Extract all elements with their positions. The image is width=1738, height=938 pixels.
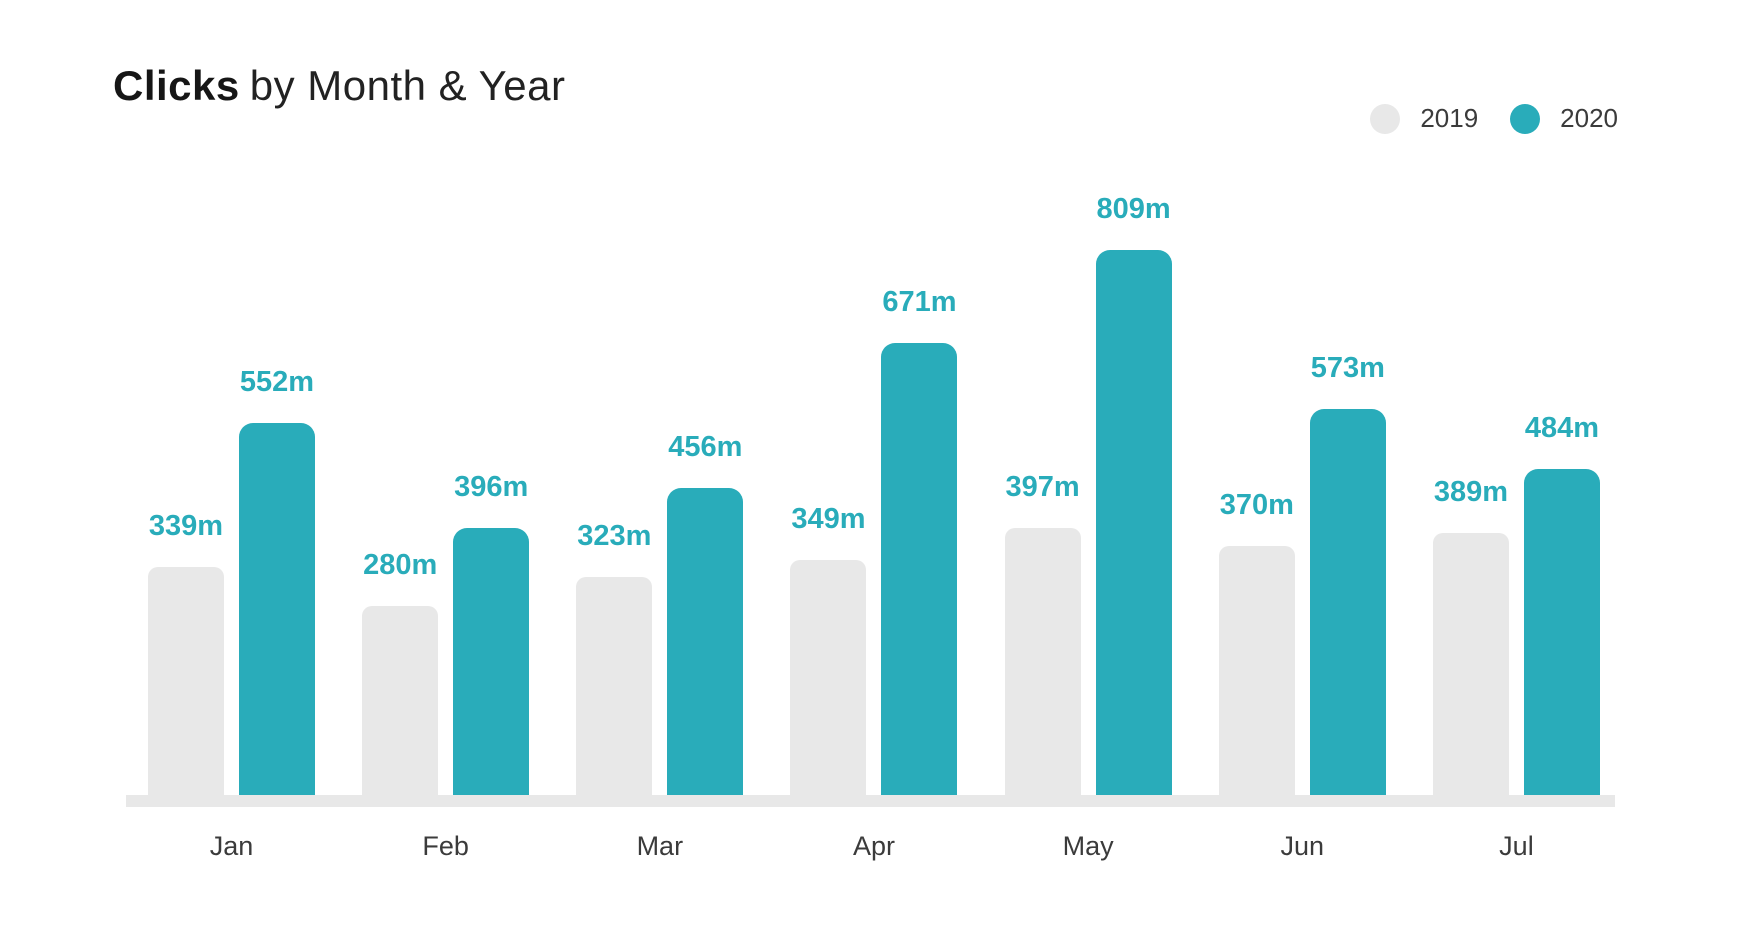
bar-2020-jan: 552m <box>239 366 315 795</box>
bar-value-label-2019-may: 397m <box>1005 471 1080 503</box>
bar-2019-jun: 370m <box>1218 489 1295 795</box>
bar-value-label-2019-jul: 389m <box>1433 476 1509 508</box>
legend-dot-2020 <box>1510 103 1541 134</box>
x-axis-label-apr: Apr <box>852 831 895 861</box>
legend-item-2020[interactable]: 2020 <box>1510 103 1618 134</box>
bar-2020-apr: 671m <box>881 286 958 795</box>
legend-label: 2020 <box>1560 103 1618 133</box>
x-axis-label-jun: Jun <box>1280 831 1325 861</box>
x-axis-label-feb: Feb <box>422 831 469 861</box>
bar-value-label-2019-apr: 349m <box>791 503 866 535</box>
legend-label: 2019 <box>1420 103 1479 133</box>
legend-item-2019[interactable]: 2019 <box>1370 103 1478 134</box>
bar-value-label-2020-may: 809m <box>1096 193 1171 225</box>
x-axis-line <box>126 795 1615 807</box>
bar-value-label-2019-feb: 280m <box>363 549 438 581</box>
bar-2019-jan: 339m <box>148 510 224 795</box>
page-title-rest: by Month & Year <box>249 62 566 109</box>
bar-value-label-2020-mar: 456m <box>668 431 743 463</box>
bar-2020-jul: 484m <box>1523 412 1600 795</box>
bar-value-label-2020-jun: 573m <box>1310 352 1385 384</box>
page-title: Clicks by Month & Year <box>113 62 565 110</box>
bar-value-label-2020-feb: 396m <box>454 471 529 503</box>
bar-2019-feb: 280m <box>362 549 439 795</box>
clicks-bar-chart: 339m 552m 280m 396m 323m 456m 349m 671m 397m 809m… <box>126 193 1615 861</box>
bar-group-jan: 339m 552m <box>148 366 315 795</box>
bar-value-label-2019-jun: 370m <box>1219 489 1294 521</box>
bar-group-jun: 370m 573m <box>1218 352 1386 795</box>
bar-value-label-2020-apr: 671m <box>882 286 957 318</box>
bar-2020-mar: 456m <box>667 431 744 795</box>
bar-2019-apr: 349m <box>790 503 867 795</box>
bar-value-label-2019-jan: 339m <box>148 510 224 542</box>
bar-group-jul: 389m 484m <box>1432 412 1600 795</box>
legend-dot-2019 <box>1370 103 1401 134</box>
bar-2019-may: 397m <box>1004 471 1081 795</box>
bar-value-label-2019-mar: 323m <box>577 520 652 552</box>
bar-value-label-2020-jan: 552m <box>239 366 315 398</box>
bar-group-mar: 323m 456m <box>576 431 744 795</box>
bar-group-feb: 280m 396m <box>362 471 530 795</box>
bar-2020-feb: 396m <box>453 471 530 795</box>
bar-2019-mar: 323m <box>576 520 653 795</box>
x-axis-labels: Jan Feb Mar Apr May Jun Jul <box>148 831 1600 862</box>
page-title-metric: Clicks <box>113 62 240 109</box>
bar-2020-may: 809m <box>1095 193 1172 795</box>
x-axis-label-mar: Mar <box>636 831 684 861</box>
bar-value-label-2020-jul: 484m <box>1524 412 1600 444</box>
bar-group-apr: 349m 671m <box>790 286 958 795</box>
chart-legend: 2019 2020 <box>1370 103 1618 134</box>
x-axis-label-jan: Jan <box>209 831 254 861</box>
bar-2020-jun: 573m <box>1309 352 1386 795</box>
bar-group-may: 397m 809m <box>1004 193 1172 795</box>
bar-2019-jul: 389m <box>1432 476 1509 795</box>
x-axis-label-jul: Jul <box>1499 831 1534 861</box>
bar-groups: 339m 552m 280m 396m 323m 456m 349m 671m 397m 809m… <box>148 193 1600 795</box>
x-axis-label-may: May <box>1062 831 1114 861</box>
